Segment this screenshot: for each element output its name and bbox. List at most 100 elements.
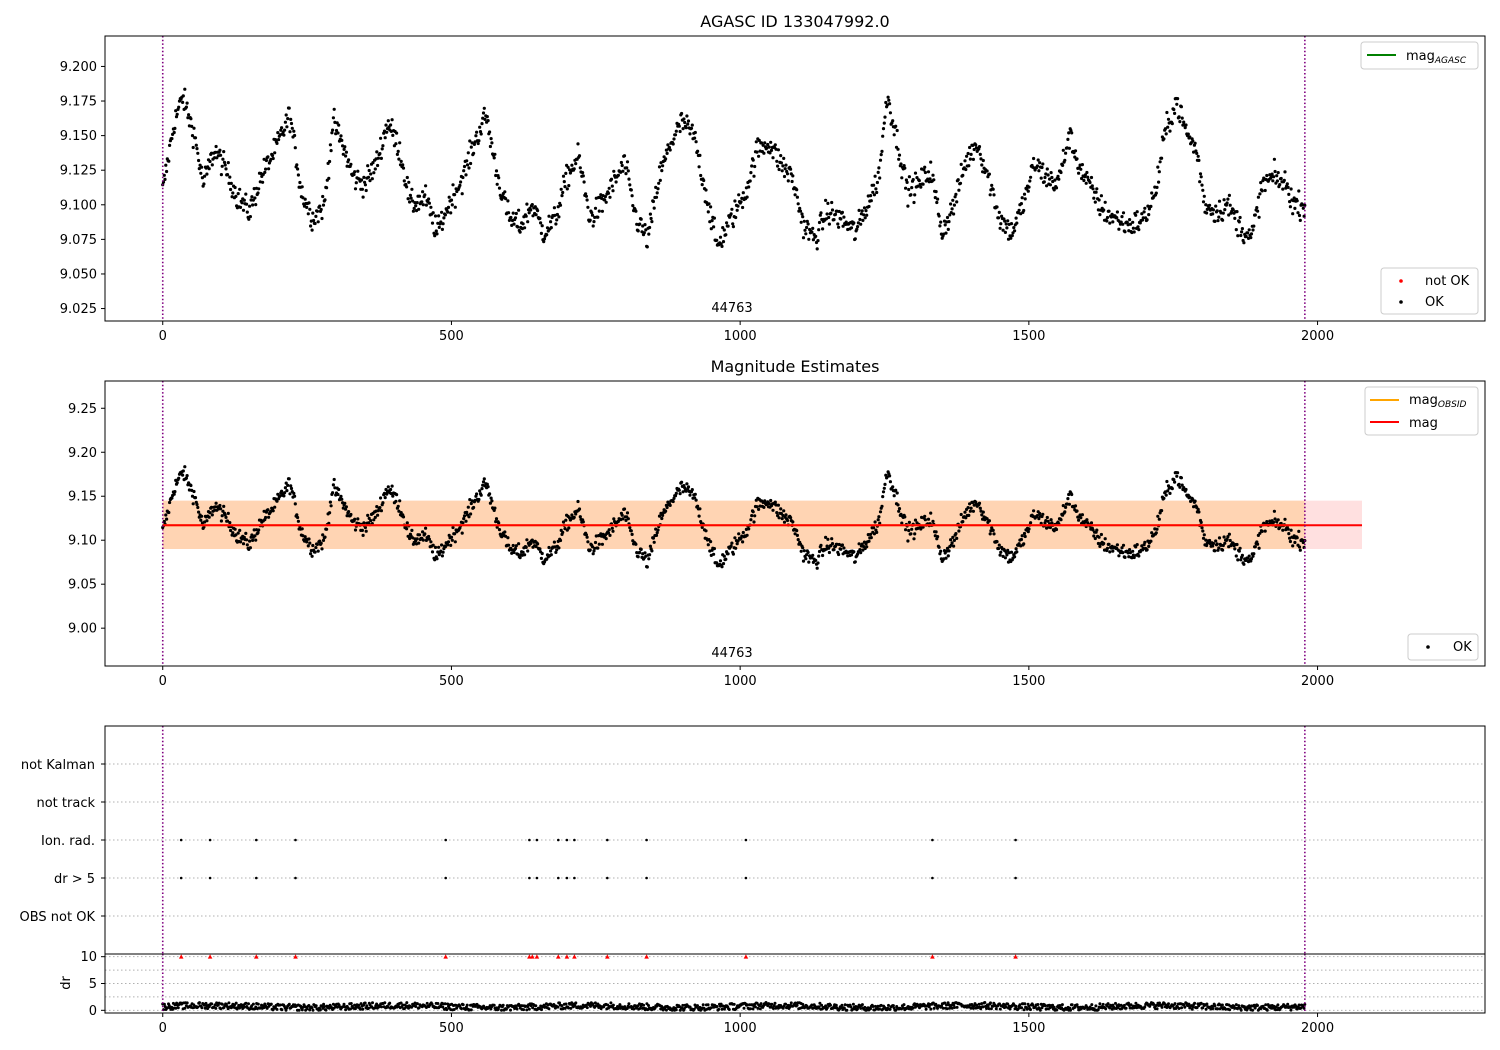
dr-point	[1104, 1007, 1108, 1011]
data-point	[170, 496, 174, 500]
dr-point	[860, 1003, 864, 1007]
data-point	[202, 182, 206, 186]
data-point	[776, 503, 781, 507]
dr-point	[560, 1004, 564, 1008]
dr-point	[183, 1006, 187, 1010]
data-point	[1141, 546, 1145, 551]
legend-marker-ok	[1399, 300, 1403, 304]
data-point	[421, 203, 425, 207]
data-point	[626, 169, 630, 173]
data-point	[495, 525, 499, 529]
data-point	[722, 228, 726, 232]
data-point	[612, 517, 616, 521]
data-point	[314, 214, 318, 218]
data-point	[730, 207, 734, 211]
data-point	[616, 173, 621, 177]
data-point	[250, 195, 254, 199]
data-point	[329, 504, 333, 508]
data-point	[1257, 215, 1261, 219]
data-point	[538, 547, 542, 551]
data-point	[1205, 211, 1209, 215]
data-point	[1066, 137, 1070, 141]
data-point	[300, 527, 304, 531]
data-point	[944, 231, 948, 235]
flag-point	[573, 876, 576, 880]
dr-point	[1029, 1008, 1032, 1012]
data-point	[257, 187, 261, 191]
data-point	[1219, 211, 1223, 215]
data-point	[497, 528, 502, 532]
data-point	[167, 510, 171, 515]
data-point	[1005, 226, 1009, 230]
data-point	[777, 516, 781, 520]
data-point	[458, 183, 462, 187]
data-point	[840, 210, 845, 214]
data-point	[233, 527, 237, 531]
data-point	[423, 193, 427, 197]
data-point	[523, 553, 527, 557]
x-tick-label: 1000	[724, 1021, 757, 1036]
data-point	[245, 202, 249, 206]
dr-point	[834, 1003, 838, 1007]
data-point	[1197, 510, 1201, 514]
data-point	[362, 175, 366, 179]
data-point	[254, 538, 258, 542]
dr-point	[547, 1007, 551, 1011]
data-point	[380, 147, 384, 151]
data-point	[401, 163, 405, 167]
data-point	[1178, 485, 1182, 489]
flag-point	[573, 838, 576, 842]
data-point	[1273, 517, 1277, 521]
dr-point	[845, 1008, 849, 1012]
x-tick-label: 1500	[1012, 329, 1045, 344]
data-point	[516, 552, 520, 556]
dr-clipped-marker	[564, 954, 570, 959]
data-point	[331, 483, 335, 487]
data-point	[296, 515, 300, 520]
dr-point	[986, 1004, 990, 1008]
data-point	[552, 540, 557, 544]
data-point	[878, 158, 883, 162]
data-point	[902, 164, 906, 168]
data-point	[853, 237, 857, 241]
data-point	[1263, 529, 1267, 533]
data-point	[1286, 185, 1290, 189]
data-point	[992, 532, 996, 536]
dr-point	[1265, 1008, 1269, 1012]
data-point	[952, 203, 957, 207]
data-point	[860, 542, 864, 546]
data-point	[1145, 548, 1149, 552]
data-point	[472, 142, 476, 146]
data-point	[401, 166, 406, 170]
dr-point	[509, 1008, 512, 1012]
data-point	[361, 195, 365, 199]
data-point	[899, 162, 903, 166]
dr-point	[196, 1005, 200, 1009]
data-point	[657, 165, 662, 169]
data-point	[1131, 220, 1135, 224]
data-point	[801, 559, 806, 563]
data-point	[1160, 509, 1164, 513]
data-point	[750, 164, 754, 168]
data-point	[453, 205, 457, 209]
data-point	[181, 469, 185, 473]
data-point	[678, 492, 682, 496]
data-point	[905, 180, 909, 184]
data-point	[1194, 149, 1198, 153]
data-point	[950, 207, 954, 211]
data-point	[1258, 531, 1262, 535]
data-point	[183, 465, 187, 469]
data-point	[191, 145, 195, 150]
data-point	[780, 169, 784, 173]
data-point	[1265, 173, 1269, 178]
data-point	[888, 474, 892, 478]
dr-point	[758, 1007, 762, 1011]
data-point	[979, 157, 983, 161]
flag-point	[208, 876, 212, 880]
data-point	[997, 210, 1001, 214]
data-point	[574, 512, 578, 516]
data-point	[245, 543, 249, 547]
data-point	[1251, 228, 1255, 232]
data-point	[437, 545, 441, 549]
dr-point	[1155, 1007, 1159, 1011]
